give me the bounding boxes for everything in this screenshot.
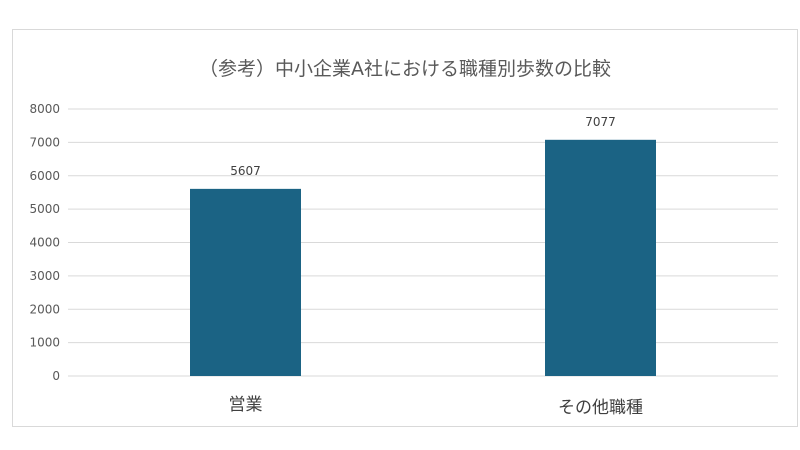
y-tick-label: 0 — [52, 369, 60, 383]
y-tick-label: 1000 — [29, 336, 60, 350]
chart-area — [12, 29, 798, 427]
y-tick-label: 3000 — [29, 269, 60, 283]
gridlines — [68, 108, 778, 377]
data-labels: 5607 7077 — [230, 115, 616, 178]
bar-1 — [190, 188, 301, 376]
data-label-1: 5607 — [230, 164, 261, 178]
chart-title: （参考）中小企業A社における職種別歩数の比較 — [199, 58, 611, 80]
category-label-1: 営業 — [229, 395, 263, 415]
data-label-2: 7077 — [585, 115, 616, 129]
y-axis-ticks: 0 1000 2000 3000 4000 5000 6000 7000 8000 — [29, 102, 60, 383]
y-tick-label: 6000 — [29, 169, 60, 183]
category-labels: 営業 その他職種 — [229, 395, 644, 418]
y-tick-label: 7000 — [29, 135, 60, 149]
y-tick-label: 2000 — [29, 302, 60, 316]
y-tick-label: 4000 — [29, 236, 60, 250]
y-tick-label: 5000 — [29, 202, 60, 216]
category-label-2: その他職種 — [558, 398, 643, 418]
y-tick-label: 8000 — [29, 102, 60, 116]
bar-2 — [545, 139, 656, 376]
bars — [190, 139, 656, 376]
